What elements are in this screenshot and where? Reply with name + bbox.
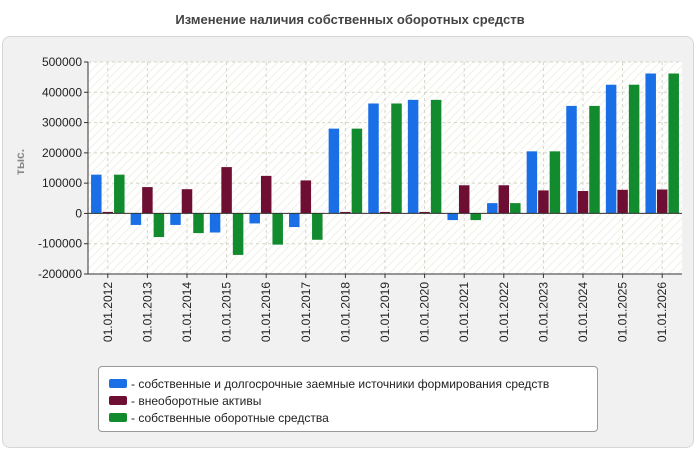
bar — [102, 211, 114, 214]
axes — [84, 61, 682, 278]
bar — [419, 211, 430, 214]
x-tick-label: 01.01.2023 — [536, 282, 550, 342]
bar — [538, 190, 549, 214]
x-tick-label: 01.01.2021 — [457, 282, 471, 342]
x-tick-label: 01.01.2016 — [259, 282, 273, 342]
legend-item-working-capital: - собственные оборотные средства — [109, 409, 587, 426]
bar — [526, 151, 538, 214]
bar — [458, 185, 470, 214]
bar — [668, 73, 679, 214]
bar — [340, 211, 351, 214]
bar — [628, 84, 640, 214]
y-tick-label: -100000 — [38, 237, 82, 251]
bar — [142, 187, 153, 214]
bar — [379, 211, 391, 214]
bar — [566, 105, 577, 214]
x-tick-label: 01.01.2025 — [616, 282, 630, 342]
bar — [368, 103, 379, 214]
bar — [153, 213, 165, 238]
bar — [487, 203, 498, 214]
bar — [114, 174, 125, 214]
bar — [470, 213, 481, 221]
x-tick-labels: 01.01.2012 01.01.2013 01.01.2014 01.01.2015… — [101, 282, 669, 342]
legend-label-working-capital: - собственные оборотные средства — [131, 410, 329, 425]
bar — [181, 189, 193, 214]
y-axis-label: тыс. — [13, 149, 27, 175]
x-tick-label: 01.01.2014 — [180, 282, 194, 342]
bar — [617, 189, 628, 214]
bar — [289, 213, 300, 228]
y-tick-labels: 500000 400000 300000 200000 100000 0 -100000 -2… — [38, 55, 82, 281]
legend-item-noncurrent: - внеоборотные активы — [109, 392, 587, 409]
x-tick-label: 01.01.2017 — [299, 282, 313, 342]
x-tick-label: 01.01.2022 — [497, 282, 511, 342]
y-tick-label: 500000 — [42, 55, 82, 69]
bar — [605, 84, 617, 214]
bar — [351, 128, 363, 214]
legend-label-sources: - собственные и долгосрочные заемные ист… — [131, 376, 550, 391]
bar — [510, 203, 521, 214]
bar — [91, 174, 102, 214]
y-tick-label: 300000 — [42, 116, 82, 130]
bar — [249, 213, 260, 224]
x-tick-label: 01.01.2019 — [378, 282, 392, 342]
y-tick-label: -200000 — [38, 267, 82, 281]
bar — [193, 213, 204, 234]
bar — [232, 213, 244, 255]
bar — [328, 128, 340, 214]
legend-swatch-sources — [109, 379, 127, 388]
legend-swatch-noncurrent — [109, 396, 127, 405]
bar — [312, 213, 323, 240]
bar — [430, 99, 442, 214]
bar — [447, 213, 458, 221]
bar — [130, 213, 142, 225]
bar — [645, 73, 656, 214]
x-tick-label: 01.01.2012 — [101, 282, 115, 342]
legend-swatch-working-capital — [109, 413, 127, 422]
y-tick-label: 200000 — [42, 146, 82, 160]
bars — [91, 73, 679, 255]
bar — [407, 99, 419, 214]
bar — [300, 180, 312, 214]
y-tick-label: 0 — [75, 206, 82, 220]
bar — [589, 105, 600, 214]
x-tick-label: 01.01.2024 — [576, 282, 590, 342]
bar — [170, 213, 181, 225]
bar — [260, 175, 272, 214]
legend-label-noncurrent: - внеоборотные активы — [131, 393, 262, 408]
bar — [549, 151, 561, 214]
legend-item-sources: - собственные и долгосрочные заемные ист… — [109, 375, 587, 392]
chart-title: Изменение наличия собственных оборотных … — [175, 12, 525, 27]
bar — [498, 185, 510, 214]
x-tick-label: 01.01.2013 — [140, 282, 154, 342]
legend: - собственные и долгосрочные заемные ист… — [98, 366, 598, 432]
bar — [272, 213, 283, 245]
bar — [391, 103, 402, 214]
y-tick-label: 400000 — [42, 85, 82, 99]
bar — [209, 213, 221, 233]
x-tick-label: 01.01.2026 — [655, 282, 669, 342]
bar — [577, 191, 589, 214]
bar — [656, 189, 668, 214]
y-tick-label: 100000 — [42, 176, 82, 190]
x-tick-label: 01.01.2018 — [338, 282, 352, 342]
x-tick-label: 01.01.2020 — [418, 282, 432, 342]
x-tick-label: 01.01.2015 — [220, 282, 234, 342]
bar — [221, 167, 232, 214]
